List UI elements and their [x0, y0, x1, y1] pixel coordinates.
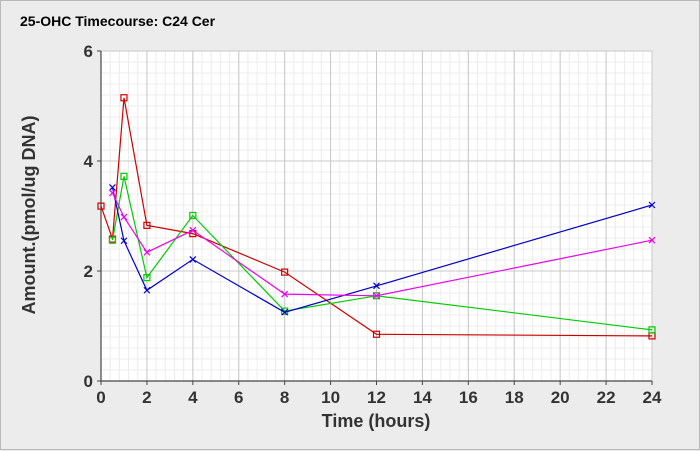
x-tick-label: 16	[459, 388, 478, 407]
data-point	[648, 236, 656, 244]
series-line	[100, 97, 653, 337]
data-point	[189, 256, 197, 263]
x-tick-label: 8	[280, 388, 289, 407]
data-point	[143, 274, 151, 282]
data-point	[120, 94, 128, 102]
x-tick-label: 10	[321, 388, 340, 407]
data-point	[189, 211, 197, 220]
data-point	[143, 221, 151, 229]
x-tick-label: 2	[142, 388, 151, 407]
x-axis-label: Time (hours)	[322, 411, 431, 431]
x-tick-label: 24	[643, 388, 662, 407]
data-point	[143, 248, 151, 256]
data-point	[373, 282, 380, 290]
data-point	[189, 226, 197, 234]
y-tick-label: 6	[84, 42, 93, 61]
data-point	[373, 292, 380, 300]
x-tick-label: 14	[413, 388, 432, 407]
data-point	[108, 236, 117, 244]
data-point	[120, 172, 128, 180]
x-tick-label: 12	[367, 388, 386, 407]
data-point	[109, 183, 116, 191]
series-4	[109, 189, 656, 300]
data-point	[97, 202, 105, 210]
y-tick-label: 4	[84, 152, 94, 171]
data-point	[648, 326, 656, 334]
chart-title: 25-OHC Timecourse: C24 Cer	[20, 13, 216, 29]
data-point	[648, 201, 656, 209]
data-point	[109, 189, 116, 197]
data-point	[281, 308, 289, 316]
data-point	[120, 237, 128, 245]
data-point	[143, 286, 151, 294]
series-3	[109, 183, 656, 316]
series-layer	[97, 94, 656, 340]
x-tick-label: 22	[597, 388, 616, 407]
data-point	[281, 290, 289, 298]
x-tick-label: 0	[96, 388, 105, 407]
x-tick-label: 18	[505, 388, 524, 407]
x-tick-label: 4	[188, 388, 198, 407]
data-point	[120, 213, 128, 221]
data-point	[372, 330, 381, 338]
x-tick-label: 6	[234, 388, 243, 407]
x-tick-label: 20	[551, 388, 570, 407]
data-point	[281, 268, 289, 276]
y-tick-label: 0	[84, 372, 93, 391]
y-tick-label: 2	[84, 262, 93, 281]
y-axis-label: Amount.(pmol/ug DNA)	[19, 116, 39, 315]
